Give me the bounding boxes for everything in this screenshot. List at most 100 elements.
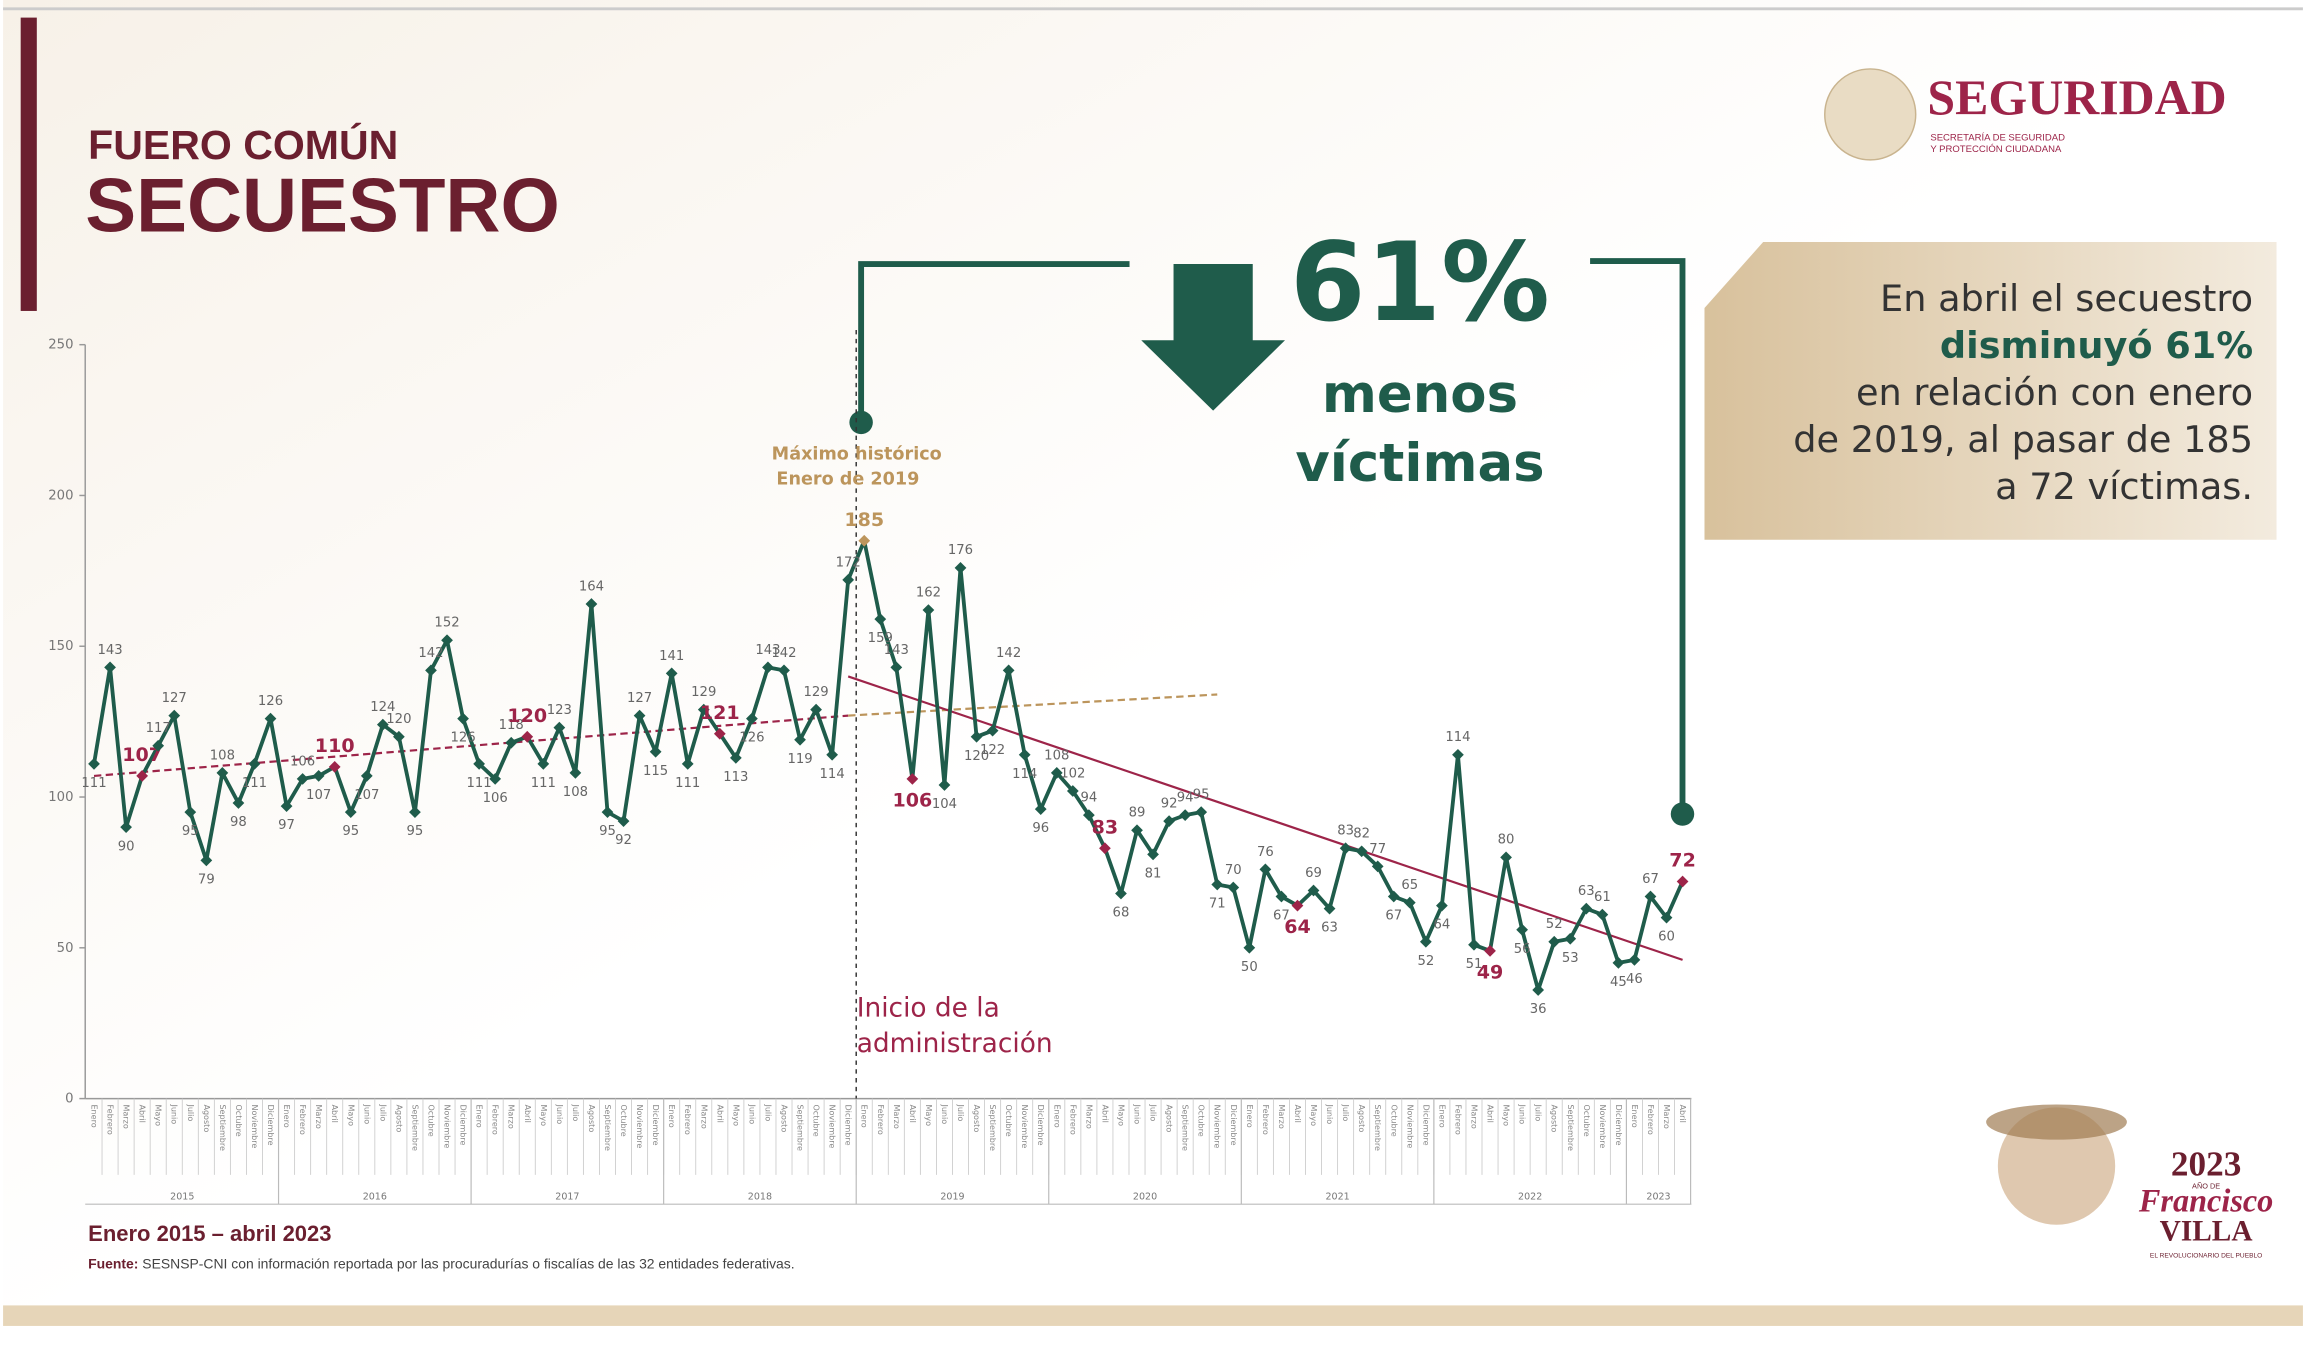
x-tick-label: Abril [523, 1104, 532, 1122]
badge-small: AÑO DE [2192, 1182, 2220, 1191]
x-tick-label: Febrero [876, 1104, 885, 1134]
point [537, 757, 550, 770]
value-label: 45 [1610, 975, 1627, 990]
point [1452, 748, 1464, 761]
badge-motto: EL REVOLUCIONARIO DEL PUEBLO [2150, 1252, 2262, 1259]
x-tick-label: Abril [138, 1104, 147, 1122]
point [1660, 911, 1673, 924]
x-tick-label: Septiembre [796, 1104, 805, 1151]
logo-line: Y PROTECCIÓN CIUDADANA [1930, 144, 2062, 155]
value-label: 117 [146, 721, 171, 736]
x-tick-label: Junio [362, 1103, 371, 1124]
value-label: 111 [531, 776, 556, 791]
value-label: 102 [1060, 766, 1085, 781]
x-tick-label: Octubre [1582, 1104, 1591, 1136]
reduction-text: menos [1322, 364, 1518, 425]
value-label: 113 [723, 770, 748, 785]
value-label: 64 [1284, 916, 1311, 938]
x-tick-label: Enero [90, 1104, 99, 1127]
x-tick-label: Julio [1149, 1103, 1158, 1121]
value-label: 94 [1177, 791, 1194, 806]
x-tick-label: Octubre [234, 1104, 243, 1136]
callout-line: En abril el secuestro [1880, 277, 2253, 320]
point [1580, 902, 1593, 915]
year-label: 2023 [1646, 1191, 1670, 1202]
point [1195, 806, 1208, 818]
point [1500, 851, 1512, 864]
x-tick-label: Octubre [1004, 1104, 1013, 1136]
bracket [858, 261, 1130, 423]
background [3, 0, 2303, 1345]
value-label: 110 [315, 735, 355, 757]
x-tick-label: Julio [1534, 1103, 1543, 1121]
value-label: 106 [892, 789, 932, 811]
value-label: 115 [643, 764, 668, 779]
value-label: 51 [1466, 957, 1483, 972]
reduction-text: víctimas [1295, 433, 1544, 494]
value-label: 56 [1514, 942, 1531, 957]
footer-bar [3, 1305, 2303, 1326]
value-label: 108 [210, 748, 235, 763]
value-label: 64 [1433, 918, 1450, 933]
value-label: 49 [1477, 961, 1504, 983]
value-label: 92 [615, 833, 632, 848]
x-tick-label: Mayo [1309, 1104, 1318, 1126]
x-tick-label: Agosto [779, 1104, 788, 1132]
value-label: 126 [258, 694, 283, 709]
value-label: 65 [1401, 878, 1418, 893]
value-label: 120 [964, 749, 989, 764]
x-tick-label: Marzo [314, 1104, 323, 1128]
x-tick-label: Julio [956, 1103, 965, 1121]
value-label: 36 [1530, 1002, 1547, 1017]
x-tick-label: Marzo [892, 1104, 901, 1128]
year-label: 2019 [940, 1191, 964, 1202]
value-label: 95 [182, 824, 199, 839]
header-subtitle: FUERO COMÚN [88, 122, 398, 168]
y-tick-label: 0 [65, 1092, 73, 1107]
x-tick-label: Julio [378, 1103, 387, 1121]
value-label: 111 [81, 776, 106, 791]
value-label: 120 [507, 705, 547, 727]
value-label: 106 [290, 754, 315, 769]
value-label: 143 [97, 643, 122, 658]
x-tick-label: Septiembre [218, 1104, 227, 1151]
x-tick-label: Noviembre [1405, 1104, 1414, 1148]
point [762, 661, 774, 674]
value-label: 72 [1669, 850, 1696, 872]
x-tick-label: Marzo [507, 1104, 516, 1128]
value-label: 69 [1305, 866, 1322, 881]
x-tick-label: Mayo [1116, 1104, 1125, 1126]
point [136, 770, 149, 782]
point [1628, 954, 1641, 966]
x-tick-label: Enero [1052, 1104, 1061, 1127]
x-tick-label: Abril [908, 1104, 917, 1122]
header-title: SECUESTRO [85, 163, 560, 248]
value-label: 126 [450, 731, 475, 746]
x-tick-label: Marzo [1469, 1104, 1478, 1128]
point [826, 748, 839, 761]
point [1516, 923, 1528, 936]
point [232, 797, 245, 809]
source-text: SESNSP-CNI con información reportada por… [138, 1255, 794, 1271]
x-tick-label: Octubre [1389, 1104, 1398, 1136]
x-tick-label: Diciembre [651, 1104, 660, 1145]
x-tick-label: Octubre [619, 1104, 628, 1136]
badge-year: 2023 [2171, 1145, 2241, 1184]
point [569, 767, 582, 779]
y-tick-label: 150 [48, 639, 73, 654]
x-tick-label: Abril [1486, 1104, 1495, 1122]
point [168, 709, 181, 722]
year-label: 2018 [748, 1191, 772, 1202]
x-tick-label: Noviembre [828, 1104, 837, 1148]
value-label: 52 [1546, 917, 1563, 932]
logo-emblem [1824, 68, 1917, 161]
value-label: 114 [1445, 730, 1470, 745]
x-tick-label: Abril [1100, 1104, 1109, 1122]
value-label: 176 [948, 543, 973, 558]
x-tick-label: Octubre [426, 1104, 435, 1136]
x-tick-label: Julio [571, 1103, 580, 1121]
x-tick-label: Febrero [106, 1104, 115, 1134]
value-label: 141 [659, 649, 684, 664]
x-tick-label: Octubre [812, 1104, 821, 1136]
callout-line: en relación con enero [1856, 371, 2253, 414]
